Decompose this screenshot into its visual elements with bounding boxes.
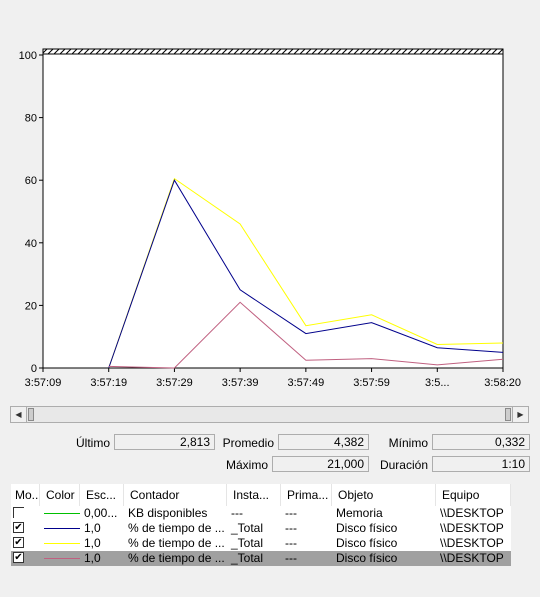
table-row[interactable]: ✔ 1,0 % de tiempo de ... _Total --- Disco fís… xyxy=(11,536,511,551)
instance-cell: --- xyxy=(231,506,243,520)
scroll-left-button[interactable]: ◀ xyxy=(11,407,27,422)
parent-cell: --- xyxy=(285,551,297,565)
duracion-value: 1:10 xyxy=(432,456,530,472)
x-tick-label: 3:57:19 xyxy=(90,377,127,389)
header-escala[interactable]: Esc... xyxy=(80,484,124,506)
y-tick-label: 60 xyxy=(25,175,37,187)
object-cell: Memoria xyxy=(336,506,383,520)
promedio-label: Promedio xyxy=(222,436,274,450)
color-cell xyxy=(40,536,80,551)
y-tick-label: 80 xyxy=(25,113,37,125)
overflow-hatch xyxy=(42,48,504,55)
show-checkbox[interactable] xyxy=(13,507,24,518)
counter-cell: % de tiempo de ... xyxy=(128,536,225,550)
table-header: Mo... Color Esc... Contador Insta... Pri… xyxy=(11,484,511,506)
color-cell xyxy=(40,506,80,521)
show-cell[interactable]: ✔ xyxy=(11,551,40,566)
time-scrollbar[interactable]: ◀ ▶ xyxy=(10,406,529,423)
y-tick-label: 0 xyxy=(31,363,37,375)
y-axis: 0 20 40 60 80 100 xyxy=(19,50,43,375)
series-lines xyxy=(108,177,504,369)
maximo-label: Máximo xyxy=(225,458,268,472)
y-tick-label: 40 xyxy=(25,238,37,250)
scale-cell: 1,0 xyxy=(84,521,101,535)
ultimo-value: 2,813 xyxy=(114,434,215,450)
scale-cell: 1,0 xyxy=(84,551,101,565)
color-swatch xyxy=(44,528,80,529)
minimo-label: Mínimo xyxy=(388,436,428,450)
header-equipo[interactable]: Equipo xyxy=(436,484,511,506)
header-color[interactable]: Color xyxy=(40,484,80,506)
header-mostrar[interactable]: Mo... xyxy=(11,484,40,506)
parent-cell: --- xyxy=(285,506,297,520)
series-line-2 xyxy=(108,301,504,369)
color-swatch xyxy=(44,513,80,514)
maximo-value: 21,000 xyxy=(272,456,369,472)
minimo-value: 0,332 xyxy=(432,434,530,450)
scale-cell: 1,0 xyxy=(84,536,101,550)
show-checkbox[interactable]: ✔ xyxy=(13,522,24,533)
x-tick-label: 3:57:39 xyxy=(222,377,259,389)
header-instancia[interactable]: Insta... xyxy=(227,484,281,506)
x-tick-label: 3:5... xyxy=(425,377,449,389)
computer-cell: \\DESKTOP xyxy=(440,551,504,565)
x-tick-label: 3:57:09 xyxy=(25,377,62,389)
show-checkbox[interactable]: ✔ xyxy=(13,537,24,548)
computer-cell: \\DESKTOP xyxy=(440,506,504,520)
header-objeto[interactable]: Objeto xyxy=(332,484,436,506)
series-line-0 xyxy=(108,177,504,369)
table-row[interactable]: 0,00... KB disponibles --- --- Memoria \\DESK… xyxy=(11,506,511,521)
header-primario[interactable]: Prima... xyxy=(281,484,332,506)
performance-chart: 0 20 40 60 80 100 3:57:09 3:57:19 3:57:29 3:57:3… xyxy=(19,48,521,389)
table-row[interactable]: ✔ 1,0 % de tiempo de ... _Total --- Disco fís… xyxy=(11,521,511,536)
color-cell xyxy=(40,551,80,566)
counters-table: Mo... Color Esc... Contador Insta... Pri… xyxy=(11,484,511,566)
instance-cell: _Total xyxy=(231,551,264,565)
counter-cell: KB disponibles xyxy=(128,506,208,520)
object-cell: Disco físico xyxy=(336,521,398,535)
x-axis: 3:57:09 3:57:19 3:57:29 3:57:39 3:57:49 3:57:… xyxy=(25,368,521,389)
series-line-1 xyxy=(108,179,504,369)
table-row[interactable]: ✔ 1,0 % de tiempo de ... _Total --- Disco fís… xyxy=(11,551,511,566)
show-checkbox[interactable]: ✔ xyxy=(13,552,24,563)
instance-cell: _Total xyxy=(231,536,264,550)
color-cell xyxy=(40,521,80,536)
duracion-label: Duración xyxy=(379,458,428,472)
object-cell: Disco físico xyxy=(336,536,398,550)
header-contador[interactable]: Contador xyxy=(124,484,227,506)
ultimo-label: Último xyxy=(75,436,110,450)
show-cell[interactable]: ✔ xyxy=(11,536,40,551)
x-tick-label: 3:57:49 xyxy=(288,377,325,389)
x-tick-label: 3:57:59 xyxy=(353,377,390,389)
parent-cell: --- xyxy=(285,521,297,535)
color-swatch xyxy=(44,558,80,559)
y-tick-label: 100 xyxy=(19,50,37,62)
scroll-start-handle[interactable] xyxy=(28,408,34,421)
scroll-end-handle[interactable] xyxy=(505,408,511,421)
x-tick-label: 3:58:20 xyxy=(484,377,521,389)
computer-cell: \\DESKTOP xyxy=(440,521,504,535)
object-cell: Disco físico xyxy=(336,551,398,565)
instance-cell: _Total xyxy=(231,521,264,535)
x-tick-label: 3:57:29 xyxy=(156,377,193,389)
show-cell[interactable] xyxy=(11,506,40,521)
show-cell[interactable]: ✔ xyxy=(11,521,40,536)
counter-cell: % de tiempo de ... xyxy=(128,521,225,535)
promedio-value: 4,382 xyxy=(278,434,369,450)
parent-cell: --- xyxy=(285,536,297,550)
scroll-right-button[interactable]: ▶ xyxy=(512,407,528,422)
color-swatch xyxy=(44,543,80,544)
scale-cell: 0,00... xyxy=(84,506,118,520)
y-tick-label: 20 xyxy=(25,300,37,312)
plot-area xyxy=(42,51,504,369)
counter-cell: % de tiempo de ... xyxy=(128,551,225,565)
computer-cell: \\DESKTOP xyxy=(440,536,504,550)
